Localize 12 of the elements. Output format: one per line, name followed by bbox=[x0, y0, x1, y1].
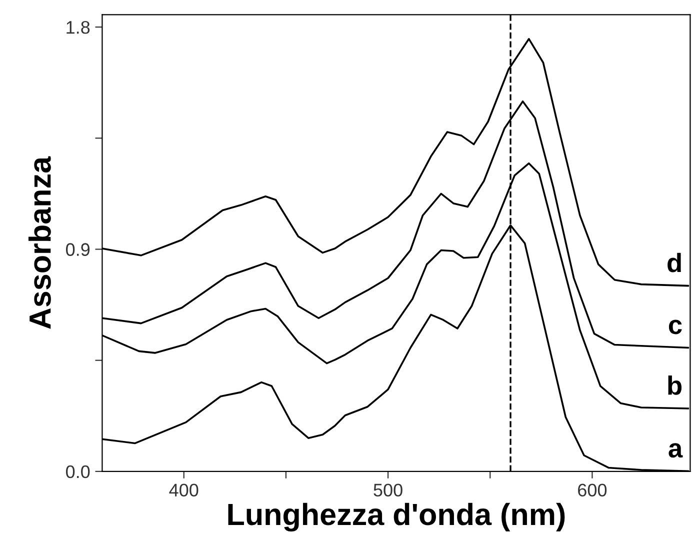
x-tick-label: 500 bbox=[374, 484, 402, 496]
y-tick-label: 0.0 bbox=[66, 465, 90, 478]
y-tick-label: 0.9 bbox=[66, 243, 90, 256]
series-label: a bbox=[668, 443, 683, 458]
series-label: b bbox=[668, 376, 682, 395]
series-label: c bbox=[668, 320, 682, 334]
x-axis-title: Lunghezza d'onda (nm) bbox=[228, 502, 565, 532]
x-tick-label: 600 bbox=[578, 484, 607, 496]
y-tick-label: 1.8 bbox=[66, 20, 90, 34]
series-label: d bbox=[668, 252, 681, 272]
x-tick-label: 400 bbox=[169, 484, 198, 496]
y-axis-title: Assorbanza bbox=[28, 156, 51, 329]
